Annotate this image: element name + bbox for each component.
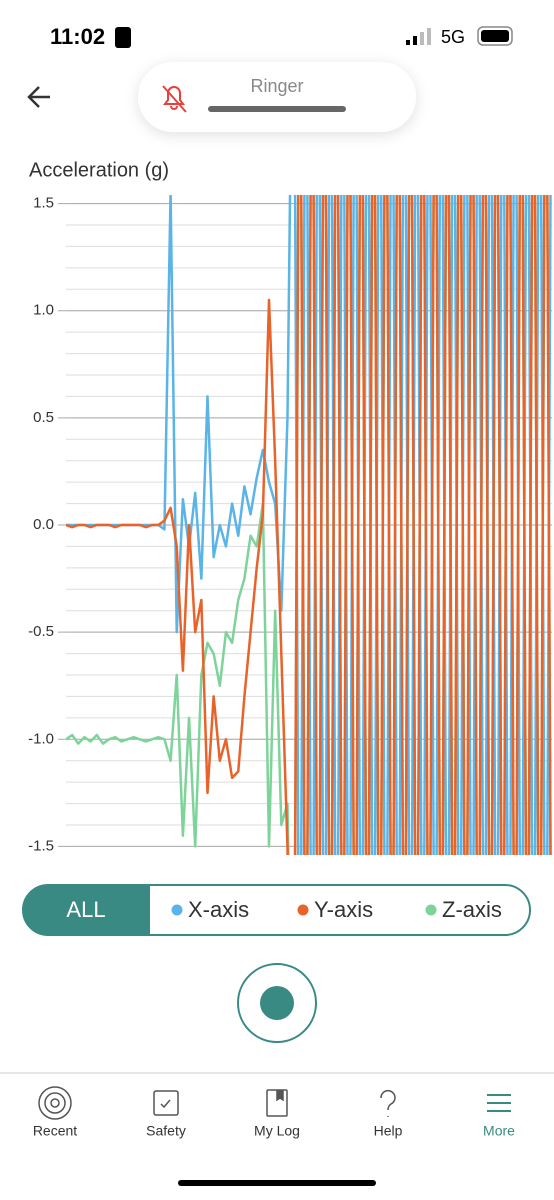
legend-label[interactable]: X-axis — [188, 897, 249, 922]
battery — [477, 26, 513, 46]
legend-dot — [425, 904, 437, 916]
network: 5G — [441, 27, 465, 47]
y-tick-label: -0.5 — [28, 623, 54, 640]
y-tick-label: 0.0 — [33, 516, 54, 533]
chart: 1.5 1.0 0.5 0.0 -0.5 -1.0 -1.5 — [28, 195, 552, 855]
volume-bar — [208, 106, 346, 112]
signal-bar — [406, 40, 410, 45]
toggle-all-bg[interactable] — [23, 885, 150, 935]
icon-recent — [44, 1092, 66, 1114]
tab-bar: Recent Safety My Log Help More — [33, 1123, 515, 1139]
legend-dot — [297, 904, 309, 916]
y-tick-label: 1.5 — [33, 195, 54, 212]
legend-label[interactable]: Z-axis — [442, 897, 502, 922]
y-axis-label: Acceleration (g) — [29, 159, 169, 181]
tab-label[interactable]: Recent — [33, 1123, 77, 1139]
plot-area — [66, 195, 552, 855]
y-tick-label: 0.5 — [33, 409, 54, 426]
icon-more — [487, 1094, 511, 1112]
signal-bar — [427, 28, 431, 45]
y-tick-label: -1.5 — [28, 837, 54, 854]
legend-label[interactable]: Y-axis — [314, 897, 373, 922]
icon-safety — [160, 1099, 171, 1109]
status-time: 11:02 — [50, 24, 105, 49]
focus-icon — [115, 27, 131, 48]
signal-bar — [413, 36, 417, 45]
record-dot — [260, 986, 294, 1020]
legend-dot — [171, 904, 183, 916]
icon-recent — [50, 1098, 60, 1108]
signal-bar — [420, 32, 424, 45]
battery-level — [481, 30, 509, 42]
icon-help — [380, 1089, 396, 1117]
ringer-popup — [138, 62, 416, 132]
series-line — [66, 195, 552, 855]
tab-label[interactable]: Help — [374, 1123, 403, 1139]
y-tick-label: -1.0 — [28, 730, 54, 747]
tab-label[interactable]: More — [483, 1123, 515, 1139]
back-button[interactable] — [27, 86, 50, 108]
bell-muted-icon — [162, 85, 187, 113]
y-tick-label: 1.0 — [33, 302, 54, 319]
icon-safety — [153, 1090, 179, 1116]
icon-mylog — [276, 1090, 284, 1102]
tab-label[interactable]: My Log — [254, 1123, 300, 1139]
ringer-label: Ringer — [250, 76, 303, 96]
icon-recent — [38, 1086, 72, 1120]
home-indicator — [178, 1180, 376, 1186]
tab-icons — [38, 1086, 511, 1120]
tab-label[interactable]: Safety — [146, 1123, 186, 1139]
legend: X-axis Y-axis Z-axis — [171, 897, 502, 922]
toggle-all[interactable]: ALL — [66, 897, 105, 922]
